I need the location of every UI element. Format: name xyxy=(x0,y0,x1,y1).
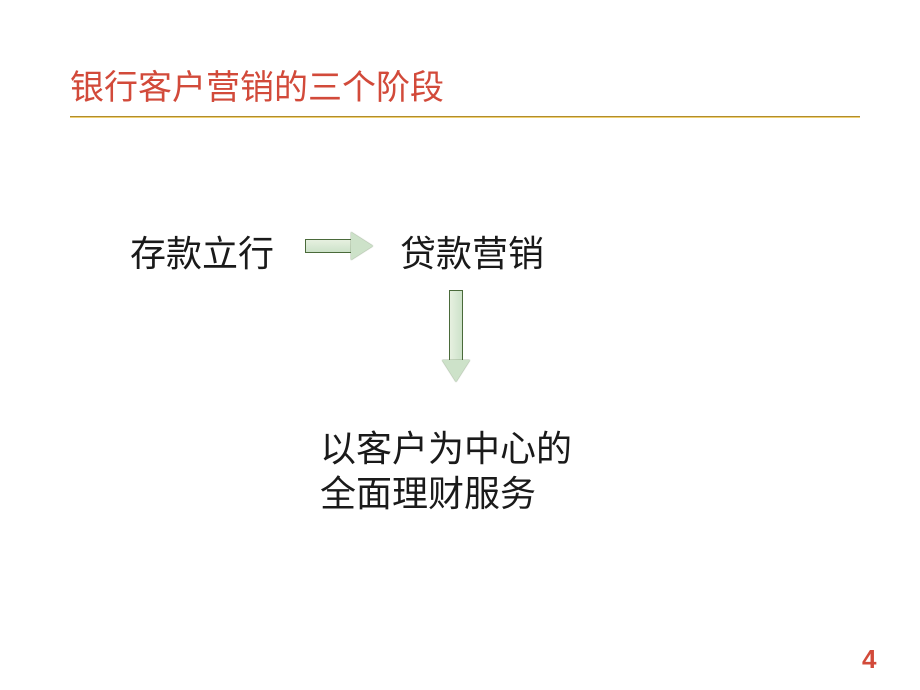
title-divider xyxy=(70,116,860,118)
stage-2: 贷款营销 xyxy=(400,225,544,277)
arrow-head xyxy=(442,360,470,382)
title-area: 银行客户营销的三个阶段 xyxy=(70,60,850,109)
stage-3-line-2: 全面理财服务 xyxy=(320,465,536,517)
arrow-shaft xyxy=(305,239,351,253)
stage-1: 存款立行 xyxy=(130,225,274,277)
slide-title: 银行客户营销的三个阶段 xyxy=(70,60,850,109)
arrow-shaft xyxy=(449,290,463,360)
page-number: 4 xyxy=(862,644,876,675)
slide: 银行客户营销的三个阶段 存款立行 贷款营销 以客户为中心的 全面理财服务 4 xyxy=(0,0,920,690)
arrow-head xyxy=(351,232,373,260)
